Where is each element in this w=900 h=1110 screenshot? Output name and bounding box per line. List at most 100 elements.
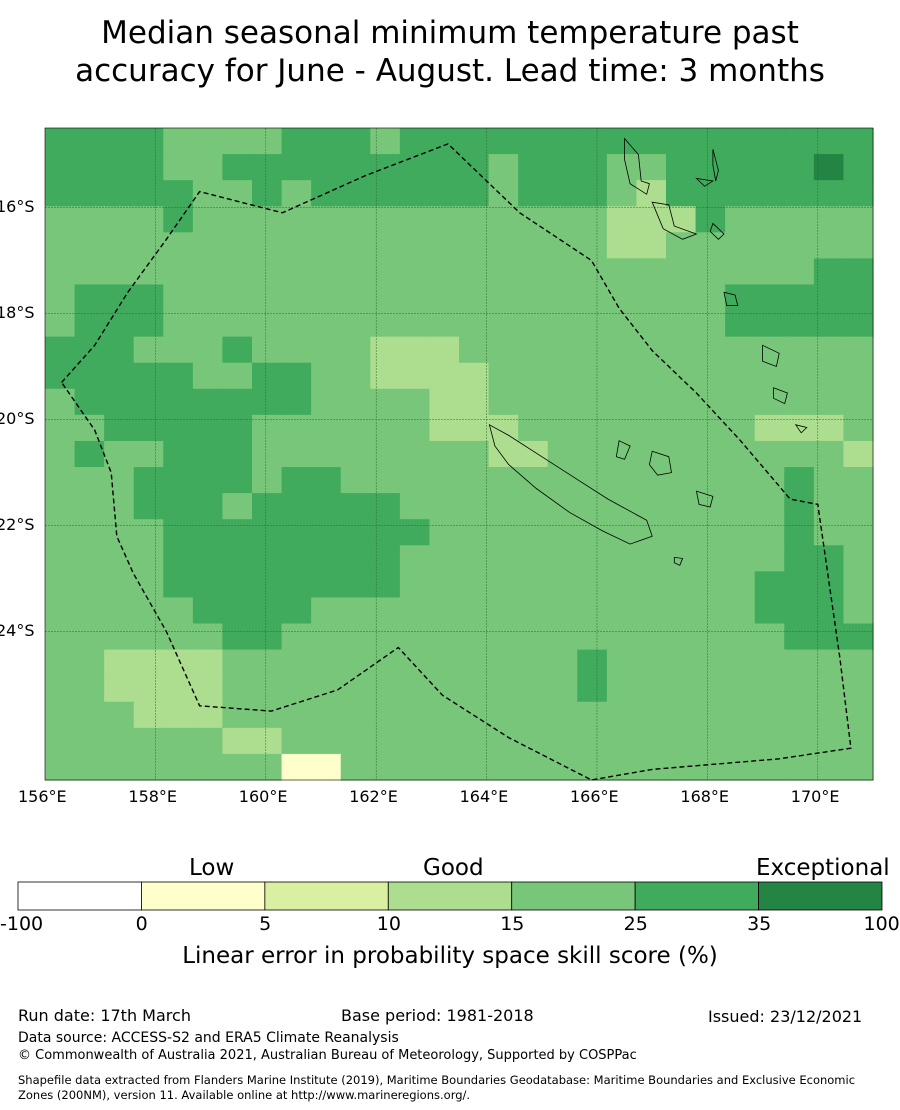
grid-cell (252, 154, 283, 181)
x-tick-label: 162°E (349, 787, 398, 806)
grid-cell (163, 597, 194, 625)
grid-cell (754, 753, 785, 781)
grid-cell (547, 571, 578, 599)
grid-cell (784, 675, 815, 703)
grid-cell (74, 649, 105, 677)
grid-cell (606, 154, 638, 181)
grid-cell (725, 545, 756, 572)
grid-cell (399, 701, 431, 729)
grid-cell (636, 727, 667, 755)
colorbar-bin (511, 881, 636, 911)
grid-cell (281, 649, 312, 677)
grid-cell (666, 362, 697, 390)
grid-cell (340, 727, 371, 755)
grid-cell (843, 310, 874, 338)
grid-cell (192, 362, 224, 390)
grid-cell (636, 206, 667, 233)
grid-cell (666, 232, 697, 259)
grid-cell (813, 519, 845, 546)
grid-cell (518, 597, 549, 625)
grid-cell (74, 232, 105, 259)
grid-cell (725, 597, 756, 625)
map-frame (44, 127, 874, 781)
grid-cell (754, 440, 785, 468)
base-period: Base period: 1981-2018 (341, 1006, 534, 1025)
grid-cell (45, 232, 76, 259)
grid-cell (74, 467, 105, 494)
x-tick-label: 164°E (459, 787, 509, 806)
y-tick-label: 16°S (0, 196, 35, 216)
grid-cell (340, 258, 371, 286)
grid-cell (133, 362, 164, 390)
grid-cell (666, 388, 697, 416)
grid-cell (45, 258, 76, 286)
grid-cell (281, 206, 312, 233)
grid-cell (459, 675, 490, 703)
grid-cell (163, 701, 194, 729)
grid-cell (784, 232, 815, 259)
grid-cell (281, 336, 312, 364)
grid-cell (133, 545, 164, 572)
y-tick-label: 24°S (0, 620, 35, 640)
grid-cell (133, 388, 164, 416)
grid-cell (843, 388, 874, 416)
grid-cell (192, 232, 224, 259)
grid-cell (340, 440, 371, 468)
grid-cell (518, 753, 549, 781)
grid-cell (518, 414, 549, 442)
grid-cell (74, 258, 105, 286)
grid-cell (133, 727, 164, 755)
grid-cell (133, 180, 164, 207)
grid-cell (784, 388, 815, 416)
grid-cell (311, 493, 342, 520)
grid-cell (577, 753, 608, 781)
grid-cell (813, 310, 845, 338)
grid-cell (813, 467, 845, 494)
grid-cell (695, 753, 726, 781)
grid-cell (666, 128, 697, 155)
grid-cell (813, 206, 845, 233)
grid-cell (459, 571, 490, 599)
grid-cell (192, 336, 224, 364)
grid-cell (518, 232, 549, 259)
grid-cell (45, 128, 76, 155)
grid-cell (666, 154, 697, 181)
chart-title: Median seasonal minimum temperature past… (0, 14, 900, 90)
grid-cell (666, 258, 697, 286)
grid-cell (163, 623, 194, 651)
island-outline (762, 344, 780, 368)
grid-cell (725, 154, 756, 181)
x-tick-label: 160°E (238, 787, 288, 806)
grid-cell (813, 545, 845, 572)
grid-cell (399, 753, 431, 781)
grid-cell (784, 623, 815, 651)
grid-cell (399, 545, 431, 572)
grid-cell (340, 701, 371, 729)
grid-cell (636, 545, 667, 572)
grid-cell (843, 206, 874, 233)
grid-cell (725, 128, 756, 155)
grid-cell (45, 206, 76, 233)
grid-cell (577, 232, 608, 259)
grid-cell (74, 180, 105, 207)
grid-cell (281, 545, 312, 572)
grid-cell (784, 701, 815, 729)
grid-cell (695, 727, 726, 755)
grid-cell (192, 388, 224, 416)
grid-cell (133, 753, 164, 781)
colorbar-tick-label: 15 (500, 913, 525, 935)
grid-cell (45, 467, 76, 494)
grid-cell (104, 258, 135, 286)
grid-cell (163, 414, 194, 442)
grid-cell (340, 623, 371, 651)
grid-cell (488, 623, 519, 651)
grid-cell (843, 597, 874, 625)
island-outline (648, 450, 672, 476)
grid-cell (133, 232, 164, 259)
colorbar-header-exceptional: Exceptional (756, 855, 890, 881)
grid-cell (311, 388, 342, 416)
grid-cell (547, 362, 578, 390)
grid-cell (459, 493, 490, 520)
grid-cell (222, 675, 253, 703)
grid-cell (488, 154, 519, 181)
